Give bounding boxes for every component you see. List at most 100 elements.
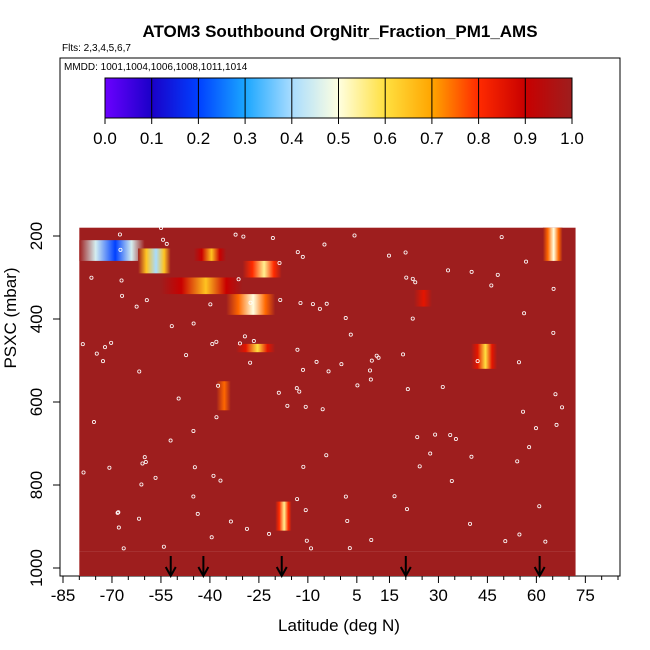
sample-point: [118, 247, 123, 252]
sample-point: [176, 396, 181, 401]
sample-point: [115, 510, 120, 515]
chart-title: ATOM3 Southbound OrgNitr_Fraction_PM1_AM…: [142, 22, 537, 41]
sample-point: [537, 504, 542, 509]
sample-point: [551, 286, 556, 291]
sample-point: [374, 353, 379, 358]
sample-point: [270, 236, 275, 241]
colorbar-tick-label: 0.8: [467, 129, 491, 148]
sample-point: [89, 275, 94, 280]
sample-point: [242, 334, 247, 339]
sample-point: [368, 368, 373, 373]
sample-point: [80, 342, 85, 347]
sample-point: [403, 250, 408, 255]
sample-point: [267, 531, 272, 536]
colorbar-tick-label: 1.0: [560, 129, 584, 148]
heatmap-cell: [209, 381, 237, 411]
sample-point: [499, 235, 504, 240]
sample-point: [248, 300, 253, 305]
profile-arrow-head: [275, 566, 288, 579]
x-tick-label: -40: [198, 586, 223, 605]
sample-point: [102, 345, 107, 350]
y-tick-label: 200: [27, 222, 46, 250]
sample-point: [554, 422, 559, 427]
sample-point: [301, 464, 306, 469]
sample-point: [448, 432, 453, 437]
sample-point: [191, 494, 196, 499]
sample-point: [298, 300, 303, 305]
heatmap-cell: [405, 289, 439, 307]
sample-point: [522, 311, 527, 316]
sample-point: [120, 293, 125, 298]
sample-point: [191, 428, 196, 433]
sample-point: [241, 234, 246, 239]
sample-point: [139, 482, 144, 487]
sample-point: [214, 339, 219, 344]
sample-point: [410, 316, 415, 321]
sample-point: [158, 225, 163, 230]
sample-point: [309, 546, 314, 551]
sample-point: [195, 511, 200, 516]
colorbar-tick-label: 0.2: [187, 129, 211, 148]
x-tick-label: 5: [352, 586, 361, 605]
sample-point: [386, 253, 391, 258]
sample-point: [322, 242, 327, 247]
sample-point: [107, 465, 112, 470]
sample-point: [560, 405, 565, 410]
sample-point: [320, 407, 325, 412]
sample-point: [285, 403, 290, 408]
sample-point: [348, 332, 353, 337]
y-axis-label: PSXC (mbar): [1, 267, 20, 368]
x-tick-label: -70: [100, 586, 125, 605]
sample-point: [440, 384, 445, 389]
dates-label: MMDD: 1001,1004,1006,1008,1011,1014: [64, 62, 248, 73]
colorbar-tick-label: 0.1: [140, 129, 164, 148]
sample-point: [524, 259, 529, 264]
profile-arrow-head: [533, 566, 546, 579]
sample-point: [553, 392, 558, 397]
sample-point: [278, 297, 283, 302]
sample-point: [119, 278, 124, 283]
sample-point: [417, 464, 422, 469]
heatmap-cell: [236, 343, 276, 353]
x-tick-label: 30: [429, 586, 448, 605]
heatmap-cell: [193, 248, 227, 261]
heatmap-cell: [79, 240, 145, 261]
y-tick-label: 1000: [27, 549, 46, 587]
sample-point: [352, 233, 357, 238]
sample-point: [489, 283, 494, 288]
sample-point: [517, 532, 522, 537]
sample-point: [405, 387, 410, 392]
sample-point: [300, 254, 305, 259]
sample-point: [475, 359, 480, 364]
x-tick-label: 60: [527, 586, 546, 605]
sample-point: [109, 340, 114, 345]
sample-point: [428, 451, 433, 456]
sample-point: [453, 437, 458, 442]
sample-point: [210, 342, 215, 347]
sample-point: [495, 272, 500, 277]
sample-point: [469, 454, 474, 459]
sample-point: [91, 420, 96, 425]
heatmap-cell: [138, 248, 171, 274]
sample-point: [208, 302, 213, 307]
heatmap-lower-band: [79, 551, 576, 576]
sample-point: [164, 241, 169, 246]
sample-point: [276, 390, 281, 395]
data-points-layer: [80, 225, 565, 551]
sample-point: [94, 351, 99, 356]
sample-point: [244, 526, 249, 531]
sample-point: [446, 268, 451, 273]
heatmap-cell: [471, 343, 498, 369]
sample-point: [339, 362, 344, 367]
sample-point: [392, 494, 397, 499]
sample-point: [192, 465, 197, 470]
sample-point: [294, 386, 299, 391]
sample-point: [100, 359, 105, 364]
sample-point: [143, 460, 148, 465]
sample-point: [251, 339, 256, 344]
sample-point: [314, 359, 319, 364]
y-axis: 200 400 600 800 1000: [27, 222, 60, 587]
sample-point: [369, 358, 374, 363]
colorbar-tick-label: 0.9: [513, 129, 537, 148]
